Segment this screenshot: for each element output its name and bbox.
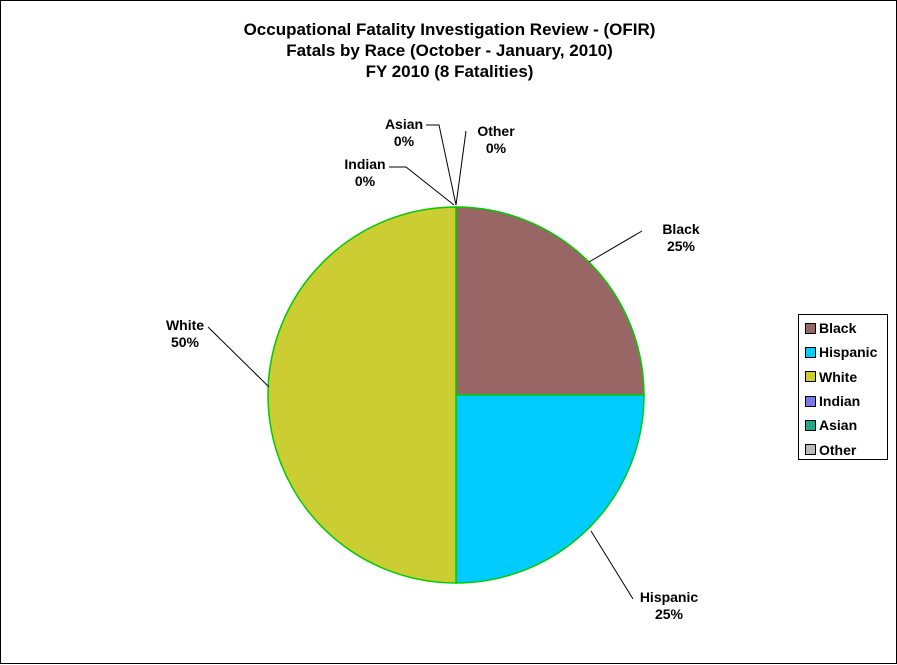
pie-slice-white (267, 206, 457, 584)
legend: Black Hispanic White Indian Asian Other (798, 314, 888, 460)
leader-line-hispanic (590, 530, 634, 600)
legend-swatch-black (805, 322, 816, 334)
leader-line-other (455, 130, 467, 206)
data-label-indian: Indian 0% (344, 156, 385, 189)
leader-line-black (588, 230, 643, 263)
data-label-asian: Asian 0% (385, 116, 423, 149)
data-label-other-percent: 0% (486, 140, 507, 156)
data-label-white-percent: 50% (171, 334, 200, 350)
legend-swatch-asian (805, 419, 816, 431)
legend-label-other: Other (819, 441, 857, 458)
pie-slices (267, 206, 645, 584)
chart-title-line-2: Fatals by Race (October - January, 2010) (286, 41, 613, 60)
leader-line-white (207, 326, 270, 388)
legend-item-asian: Asian (799, 413, 887, 437)
data-label-black-name: Black (662, 221, 700, 237)
data-label-other: Other 0% (477, 123, 515, 156)
data-label-hispanic-name: Hispanic (640, 589, 699, 605)
legend-swatch-hispanic (805, 346, 816, 358)
data-label-indian-percent: 0% (355, 173, 376, 189)
data-label-black-percent: 25% (667, 238, 696, 254)
chart-title-line-3: FY 2010 (8 Fatalities) (365, 62, 534, 81)
leader-line-asian (426, 124, 457, 206)
data-label-white: White 50% (166, 317, 204, 350)
legend-label-white: White (819, 368, 858, 385)
data-label-other-name: Other (477, 123, 515, 139)
legend-swatch-indian (805, 395, 816, 407)
data-label-indian-name: Indian (344, 156, 385, 172)
legend-swatch-white (805, 371, 816, 383)
pie-slice-hispanic (455, 394, 645, 584)
legend-item-hispanic: Hispanic (799, 340, 887, 364)
leader-line-indian (389, 166, 455, 206)
pie-slice-black (455, 206, 645, 396)
chart-title: Occupational Fatality Investigation Revi… (1, 19, 897, 82)
data-label-white-name: White (166, 317, 204, 333)
data-label-hispanic-percent: 25% (655, 606, 684, 622)
data-label-asian-percent: 0% (394, 133, 415, 149)
data-label-asian-name: Asian (385, 116, 423, 132)
legend-item-white: White (799, 365, 887, 389)
data-label-black: Black 25% (662, 221, 700, 254)
legend-label-black: Black (819, 320, 857, 337)
legend-swatch-other (805, 444, 816, 456)
legend-item-indian: Indian (799, 389, 887, 413)
legend-label-hispanic: Hispanic (819, 344, 878, 361)
data-label-hispanic: Hispanic 25% (640, 589, 699, 622)
data-labels: Black 25%Hispanic 25%White 50%Indian 0%Asian… (166, 116, 700, 622)
leader-lines (207, 124, 643, 600)
legend-label-asian: Asian (819, 417, 858, 434)
legend-item-black: Black (799, 316, 887, 340)
legend-label-indian: Indian (819, 393, 861, 410)
chart-title-line-1: Occupational Fatality Investigation Revi… (243, 20, 656, 39)
legend-item-other: Other (799, 437, 887, 461)
